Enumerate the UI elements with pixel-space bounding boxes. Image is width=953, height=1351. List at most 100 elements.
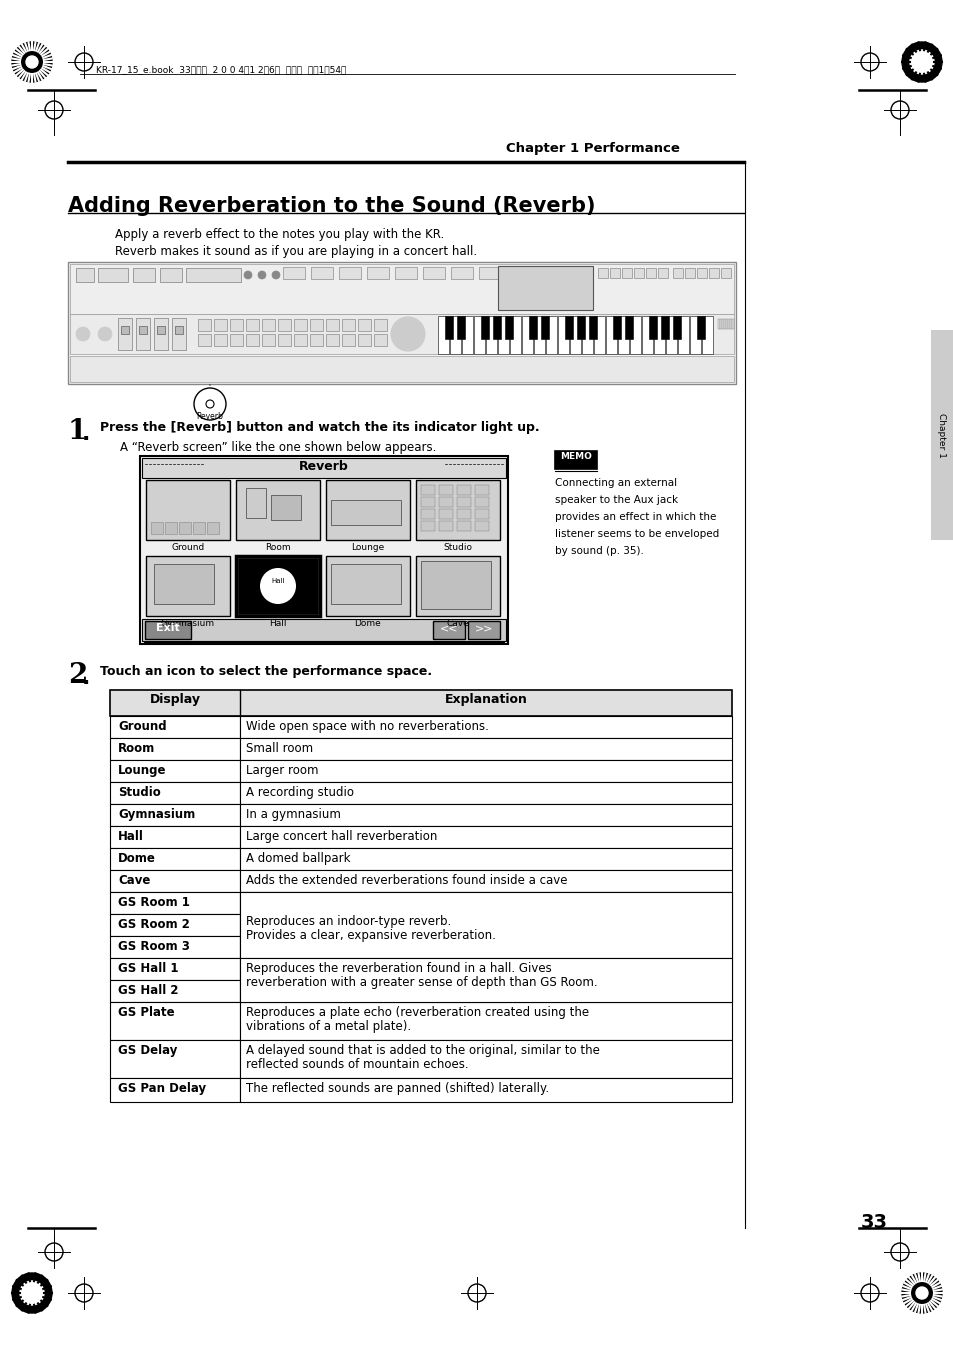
- Text: Exit: Exit: [156, 623, 180, 634]
- Bar: [283, 267, 305, 280]
- Circle shape: [901, 1273, 941, 1313]
- Bar: [110, 848, 240, 870]
- Bar: [493, 316, 500, 339]
- Bar: [475, 509, 489, 519]
- Bar: [240, 804, 731, 825]
- Bar: [697, 267, 706, 278]
- Bar: [461, 316, 473, 354]
- Bar: [357, 334, 371, 346]
- Bar: [262, 334, 274, 346]
- Text: Reverb makes it sound as if you are playing in a concert hall.: Reverb makes it sound as if you are play…: [115, 245, 476, 258]
- Text: Adding Reverberation to the Sound (Reverb): Adding Reverberation to the Sound (Rever…: [68, 196, 595, 216]
- Bar: [613, 316, 620, 339]
- Bar: [311, 267, 333, 280]
- Bar: [240, 979, 731, 1002]
- Bar: [504, 316, 513, 339]
- Bar: [235, 480, 319, 540]
- Bar: [588, 316, 597, 339]
- Bar: [374, 319, 387, 331]
- Bar: [478, 267, 500, 280]
- Text: Room: Room: [265, 543, 291, 553]
- Bar: [240, 848, 731, 870]
- Text: by sound (p. 35).: by sound (p. 35).: [555, 546, 643, 557]
- Bar: [136, 317, 150, 350]
- Text: A delayed sound that is added to the original, similar to the: A delayed sound that is added to the ori…: [246, 1044, 599, 1056]
- Bar: [420, 497, 435, 507]
- Text: speaker to the Aux jack: speaker to the Aux jack: [555, 494, 678, 505]
- Bar: [70, 263, 733, 313]
- Circle shape: [909, 50, 933, 74]
- Circle shape: [901, 42, 941, 82]
- Text: Reproduces the reverberation found in a hall. Gives: Reproduces the reverberation found in a …: [246, 962, 551, 975]
- Bar: [240, 958, 731, 979]
- Bar: [70, 313, 733, 354]
- Text: Studio: Studio: [118, 786, 161, 798]
- Circle shape: [257, 272, 266, 280]
- Bar: [534, 316, 544, 354]
- Text: GS Hall 1: GS Hall 1: [118, 962, 178, 975]
- Bar: [139, 326, 147, 334]
- Text: KR-17_15_e.book  33ページ  2 0 0 4年1 2月6日  月曜日  午後1時54分: KR-17_15_e.book 33ページ 2 0 0 4年1 2月6日 月曜日…: [96, 65, 346, 74]
- Text: Reverb: Reverb: [196, 412, 223, 422]
- Text: Display: Display: [150, 693, 200, 707]
- Bar: [235, 557, 319, 616]
- Bar: [294, 334, 307, 346]
- Bar: [246, 488, 266, 517]
- Bar: [451, 267, 473, 280]
- Text: GS Room 2: GS Room 2: [118, 917, 190, 931]
- Bar: [475, 485, 489, 494]
- Text: Gymnasium: Gymnasium: [161, 619, 214, 628]
- Bar: [153, 317, 168, 350]
- Circle shape: [912, 1283, 930, 1302]
- Bar: [569, 316, 580, 354]
- Bar: [577, 316, 584, 339]
- Bar: [555, 451, 597, 469]
- Bar: [186, 267, 241, 282]
- Text: GS Room 1: GS Room 1: [118, 896, 190, 909]
- Bar: [660, 316, 668, 339]
- Bar: [326, 557, 410, 616]
- Bar: [357, 319, 371, 331]
- Text: Reproduces a plate echo (reverberation created using the: Reproduces a plate echo (reverberation c…: [246, 1006, 589, 1019]
- Circle shape: [76, 327, 90, 340]
- Bar: [151, 521, 163, 534]
- Bar: [456, 316, 464, 339]
- Text: GS Pan Delay: GS Pan Delay: [118, 1082, 206, 1096]
- Bar: [665, 316, 677, 354]
- Bar: [240, 1078, 731, 1102]
- Bar: [179, 521, 191, 534]
- Bar: [341, 334, 355, 346]
- Bar: [420, 509, 435, 519]
- Bar: [240, 870, 731, 892]
- Text: Lounge: Lounge: [351, 543, 384, 553]
- Bar: [438, 521, 453, 531]
- Bar: [240, 825, 731, 848]
- Text: reverberation with a greater sense of depth than GS Room.: reverberation with a greater sense of de…: [246, 975, 597, 989]
- Text: Cave: Cave: [118, 874, 151, 888]
- Text: Reproduces an indoor-type reverb.: Reproduces an indoor-type reverb.: [246, 917, 451, 931]
- Text: Ground: Ground: [172, 543, 204, 553]
- Text: Provides a clear, expansive reverberation.: Provides a clear, expansive reverberatio…: [246, 932, 496, 944]
- Bar: [110, 979, 240, 1002]
- Bar: [110, 1078, 240, 1102]
- Bar: [110, 936, 240, 958]
- Bar: [374, 334, 387, 346]
- Bar: [729, 319, 731, 330]
- Bar: [277, 334, 291, 346]
- Text: Connecting an external: Connecting an external: [555, 478, 677, 488]
- Bar: [240, 716, 731, 738]
- Text: Dome: Dome: [355, 619, 381, 628]
- Bar: [684, 267, 695, 278]
- Bar: [701, 316, 712, 354]
- Bar: [110, 738, 240, 761]
- Bar: [246, 334, 258, 346]
- Bar: [422, 267, 444, 280]
- Bar: [331, 563, 400, 604]
- Text: Press the [Reverb] button and watch the its indicator light up.: Press the [Reverb] button and watch the …: [100, 422, 539, 434]
- Text: GS Room 3: GS Room 3: [118, 940, 190, 952]
- Bar: [529, 316, 537, 339]
- Bar: [658, 267, 667, 278]
- Bar: [240, 892, 731, 915]
- Text: GS Delay: GS Delay: [118, 1044, 177, 1056]
- Bar: [110, 690, 731, 716]
